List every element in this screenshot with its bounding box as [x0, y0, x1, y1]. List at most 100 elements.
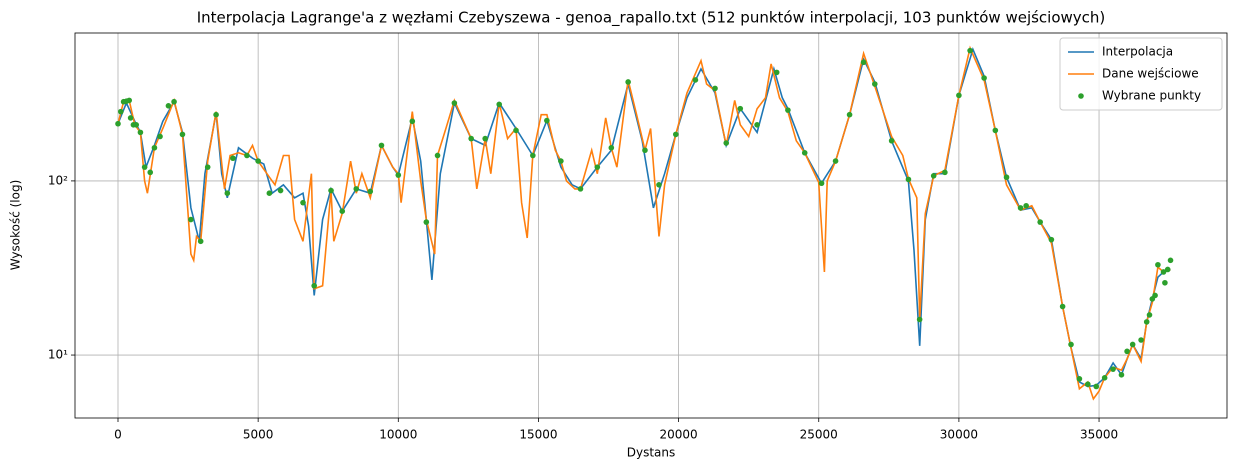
data-point [754, 122, 760, 128]
data-point [179, 131, 186, 138]
data-point [846, 111, 853, 118]
data-point [594, 164, 601, 170]
y-tick-label: 10¹ [48, 348, 68, 362]
data-point [1118, 372, 1125, 378]
data-point [1085, 381, 1091, 388]
data-point [1023, 202, 1029, 209]
data-point [888, 137, 895, 144]
data-point [916, 316, 923, 323]
data-point [773, 69, 780, 76]
data-point [785, 107, 791, 113]
series-line [117, 45, 1171, 401]
data-point [956, 92, 962, 99]
x-tick-label: 0 [114, 428, 122, 442]
x-tick-label: 20000 [660, 428, 698, 442]
data-point [1152, 292, 1158, 299]
data-point [204, 164, 211, 170]
data-point [723, 140, 730, 146]
x-tick-label: 25000 [800, 428, 838, 442]
data-point [737, 105, 744, 112]
legend-label: Interpolacja [1102, 45, 1173, 59]
data-point [126, 97, 133, 104]
legend-label: Wybrane punkty [1102, 89, 1201, 103]
data-point [860, 59, 867, 66]
data-point [1143, 319, 1150, 325]
data-point [395, 172, 402, 178]
data-point [451, 100, 458, 106]
y-axis-label: Wysokość (log) [9, 180, 23, 271]
x-tick-label: 30000 [940, 428, 978, 442]
x-tick-label: 15000 [519, 428, 557, 442]
data-point [171, 98, 177, 105]
data-point [872, 81, 878, 87]
data-point [255, 158, 261, 164]
x-axis-label: Dystans [627, 446, 676, 460]
data-point [496, 101, 503, 108]
data-point [482, 135, 488, 142]
data-point [224, 190, 231, 197]
data-point [188, 216, 194, 223]
data-point [277, 187, 284, 194]
legend-swatch [1078, 93, 1084, 99]
data-point [1164, 266, 1171, 273]
data-point [577, 186, 584, 192]
data-point [230, 155, 236, 162]
data-point [157, 133, 163, 140]
data-point [1162, 279, 1168, 286]
data-point [942, 169, 948, 176]
data-point [151, 144, 158, 151]
data-point [625, 79, 631, 85]
data-point [1167, 257, 1174, 264]
data-point [832, 158, 839, 164]
data-point [1059, 303, 1066, 310]
data-point [434, 152, 441, 159]
data-point [513, 127, 519, 134]
data-point [1110, 366, 1116, 372]
x-tick-label: 35000 [1080, 428, 1118, 442]
y-tick-label: 10² [48, 173, 68, 187]
chart-title: Interpolacja Lagrange'a z węzłami Czebys… [197, 9, 1106, 28]
data-point [1068, 341, 1074, 348]
x-tick-label: 10000 [379, 428, 417, 442]
data-point [165, 102, 172, 109]
data-point [656, 181, 662, 188]
data-point [300, 199, 306, 206]
data-point [115, 120, 121, 127]
data-point [378, 142, 385, 149]
data-point [692, 77, 699, 83]
data-point [141, 164, 148, 170]
data-point [353, 186, 360, 192]
data-point [992, 127, 999, 134]
data-point [311, 282, 318, 289]
data-point [642, 147, 648, 154]
data-point [1037, 219, 1043, 225]
data-point [608, 144, 615, 151]
x-tick-label: 5000 [243, 428, 274, 442]
data-point [1160, 269, 1167, 275]
data-point [1124, 348, 1130, 355]
data-point [801, 150, 808, 156]
data-point [930, 172, 937, 179]
data-point [1129, 341, 1136, 348]
data-point [1003, 174, 1010, 181]
data-point [1101, 375, 1108, 381]
data-point [423, 219, 430, 225]
data-point [147, 169, 154, 176]
data-point [468, 135, 474, 142]
data-point [1155, 261, 1161, 268]
data-point [197, 238, 204, 245]
data-point [558, 158, 564, 164]
data-point [244, 152, 250, 159]
legend-box [1059, 37, 1223, 111]
data-point [905, 176, 912, 183]
data-point [137, 129, 144, 136]
data-point [213, 111, 219, 118]
data-point [1093, 383, 1100, 390]
data-point [409, 118, 416, 125]
data-point [1017, 205, 1024, 211]
data-point [339, 208, 346, 214]
data-point [1076, 376, 1083, 382]
plot-frame [74, 32, 1228, 419]
data-point [133, 122, 140, 128]
data-point [672, 131, 679, 138]
